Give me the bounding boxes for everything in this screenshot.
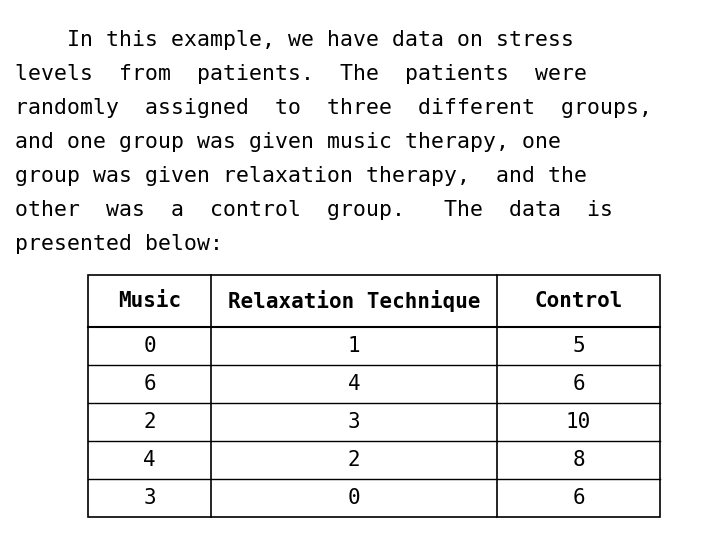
- Text: and one group was given music therapy, one: and one group was given music therapy, o…: [15, 132, 561, 152]
- Text: 3: 3: [348, 412, 360, 432]
- Text: 6: 6: [572, 488, 585, 508]
- Text: Relaxation Technique: Relaxation Technique: [228, 290, 480, 312]
- Text: 8: 8: [572, 450, 585, 470]
- Text: Music: Music: [118, 291, 181, 311]
- Text: presented below:: presented below:: [15, 234, 223, 254]
- Text: In this example, we have data on stress: In this example, we have data on stress: [15, 30, 574, 50]
- Text: Control: Control: [534, 291, 623, 311]
- Text: 3: 3: [143, 488, 156, 508]
- Text: 4: 4: [348, 374, 360, 394]
- Bar: [88, 275, 660, 517]
- Text: 1: 1: [348, 336, 360, 356]
- Text: 6: 6: [572, 374, 585, 394]
- Text: 4: 4: [143, 450, 156, 470]
- Text: 2: 2: [348, 450, 360, 470]
- Text: 0: 0: [348, 488, 360, 508]
- Text: 2: 2: [143, 412, 156, 432]
- Text: 6: 6: [143, 374, 156, 394]
- Text: group was given relaxation therapy,  and the: group was given relaxation therapy, and …: [15, 166, 587, 186]
- Text: 5: 5: [572, 336, 585, 356]
- Text: 10: 10: [566, 412, 591, 432]
- Text: levels  from  patients.  The  patients  were: levels from patients. The patients were: [15, 64, 587, 84]
- Text: other  was  a  control  group.   The  data  is: other was a control group. The data is: [15, 200, 613, 220]
- Text: 0: 0: [143, 336, 156, 356]
- Text: randomly  assigned  to  three  different  groups,: randomly assigned to three different gro…: [15, 98, 652, 118]
